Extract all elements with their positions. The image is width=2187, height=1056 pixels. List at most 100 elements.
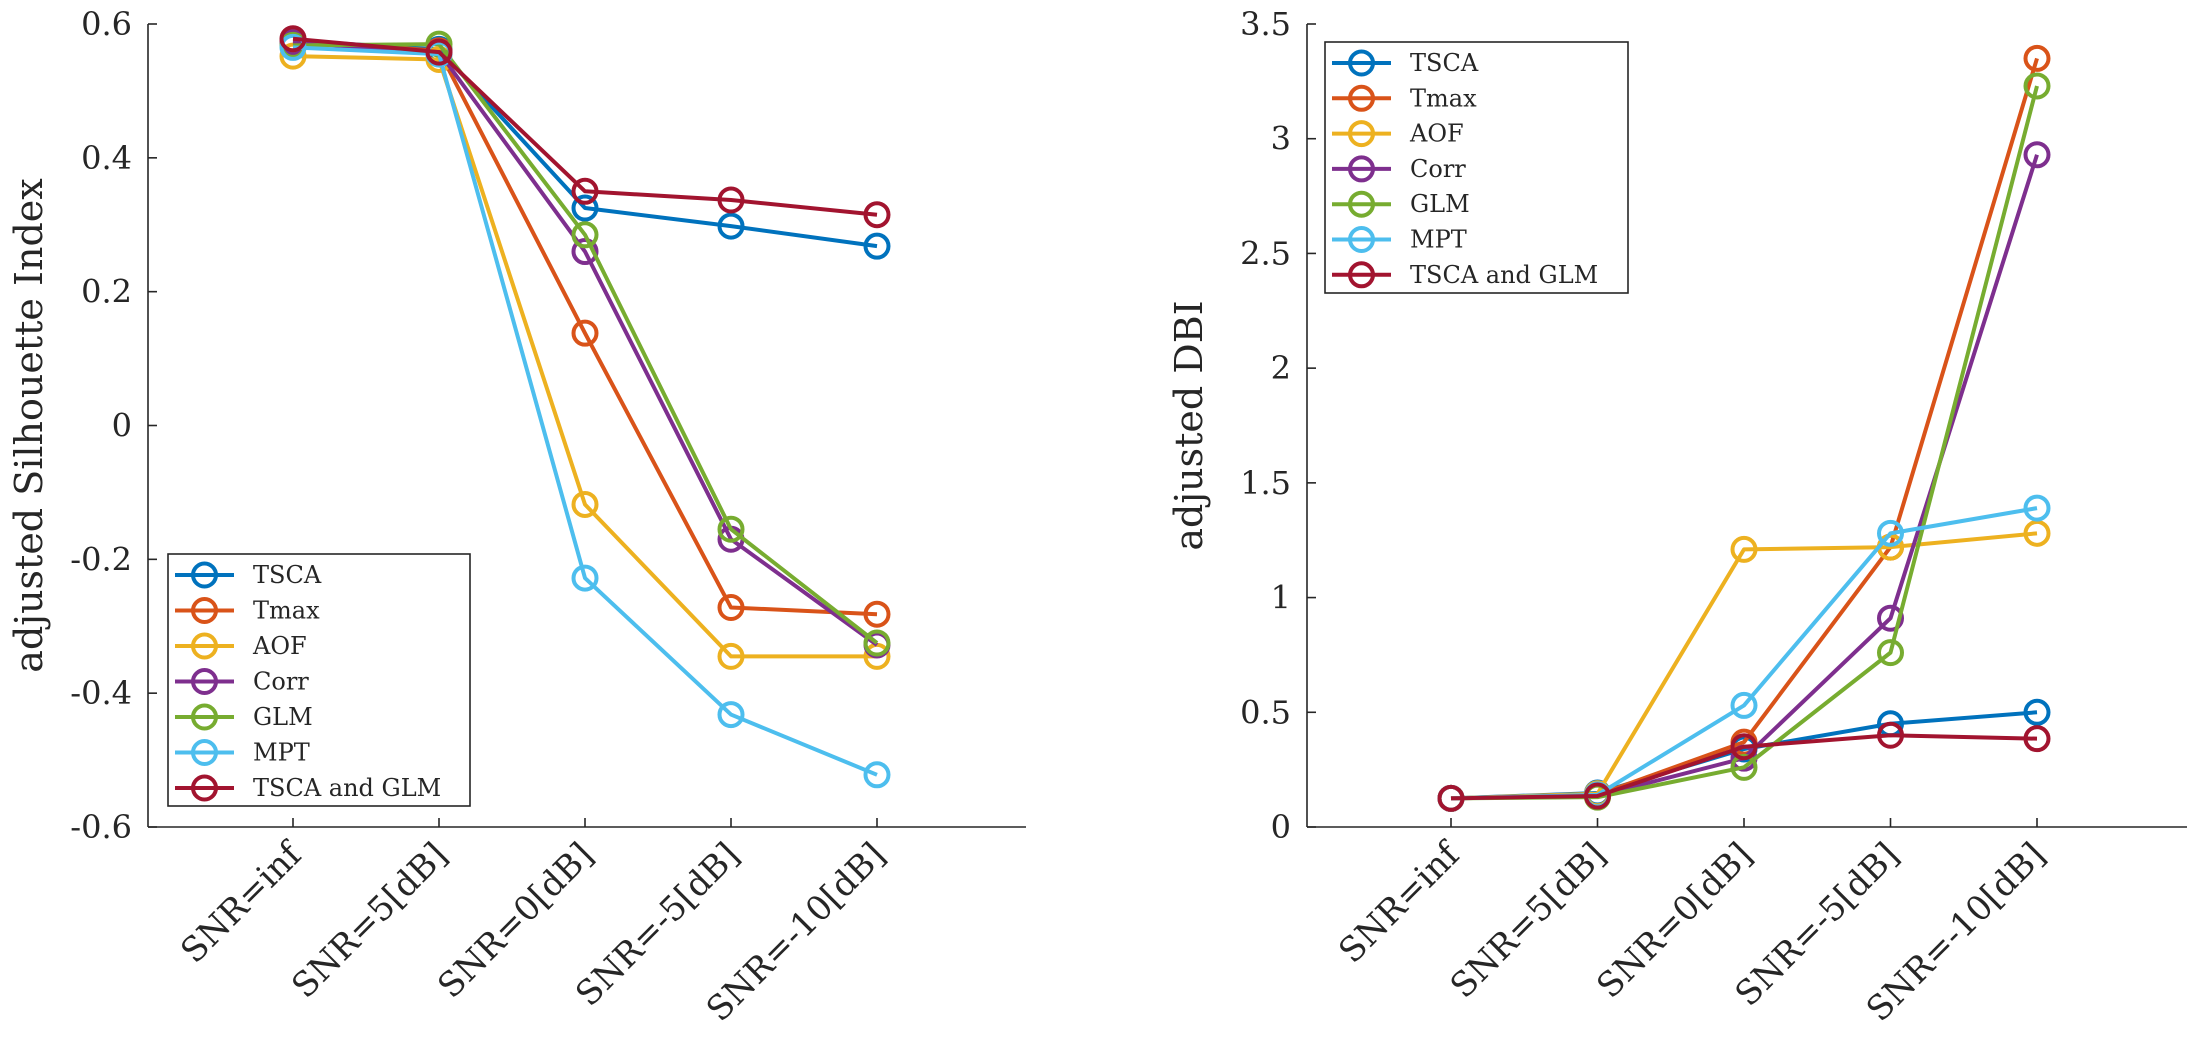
chart2-x-tick-label: SNR=5[dB] bbox=[1443, 835, 1614, 1006]
chart2-legend-marker-tsca-and-glm bbox=[1348, 261, 1375, 289]
chart1-point-mpt bbox=[279, 33, 307, 61]
chart2-y-tick-label: 1.5 bbox=[1240, 464, 1291, 502]
chart2-y-axis-label: adjusted DBI bbox=[1167, 300, 1211, 550]
chart1-point-tsca-and-glm bbox=[279, 25, 307, 53]
chart2-point-tmax bbox=[2023, 44, 2051, 72]
chart2-point-mpt bbox=[1730, 691, 1758, 719]
chart1-y-tick-label: -0.6 bbox=[70, 808, 132, 846]
chart1-legend-label-tsca: TSCA bbox=[253, 561, 322, 589]
chart1-point-tsca bbox=[863, 232, 891, 260]
chart2-legend-marker-corr bbox=[1348, 155, 1375, 183]
chart2-legend-label-tmax: Tmax bbox=[1410, 84, 1477, 112]
chart1-legend-label-tmax: Tmax bbox=[253, 597, 320, 625]
chart2-y-tick-label: 2 bbox=[1271, 349, 1291, 387]
chart1-legend-marker-tmax bbox=[191, 597, 218, 624]
chart2-point-tsca-and-glm bbox=[2023, 725, 2051, 753]
chart1-y-axis-label: adjusted Silhouette Index bbox=[7, 178, 51, 672]
chart2-point-glm bbox=[1877, 639, 1904, 667]
chart2-legend-label-corr: Corr bbox=[1410, 155, 1466, 183]
chart1-legend-label-mpt: MPT bbox=[253, 739, 310, 767]
chart2-legend-marker-tsca bbox=[1348, 49, 1375, 77]
chart1-y-tick-label: 0.6 bbox=[81, 5, 132, 43]
chart1-legend-label-glm: GLM bbox=[253, 703, 313, 731]
chart1-legend-marker-tsca bbox=[191, 561, 218, 589]
chart2-point-tsca-and-glm bbox=[1584, 782, 1611, 810]
chart1-legend-label-tsca-and-glm: TSCA and GLM bbox=[253, 774, 441, 802]
chart2-point-mpt bbox=[1877, 519, 1904, 547]
chart1-y-tick-label: -0.4 bbox=[70, 674, 132, 712]
chart1-legend-label-aof: AOF bbox=[252, 632, 307, 660]
chart1-line-tsca-and-glm bbox=[292, 36, 878, 217]
chart1-point-tmax bbox=[863, 600, 891, 628]
chart2-point-tsca-and-glm bbox=[1437, 784, 1465, 812]
chart1-legend-marker-tsca-and-glm bbox=[191, 774, 218, 802]
chart2-point-glm bbox=[2023, 72, 2051, 100]
chart2-y-tick-label: 0.5 bbox=[1240, 693, 1291, 731]
chart2-series-mpt bbox=[1437, 494, 2051, 812]
chart2-point-tsca-and-glm bbox=[1877, 721, 1904, 749]
chart1-series-tsca-and-glm bbox=[279, 25, 891, 229]
chart1-y-tick-label: -0.2 bbox=[70, 540, 132, 578]
chart2-legend-label-mpt: MPT bbox=[1410, 226, 1467, 254]
chart1-point-tmax bbox=[717, 594, 745, 622]
chart1-x-tick-label: SNR=5[dB] bbox=[284, 835, 455, 1006]
chart1-legend-marker-aof bbox=[191, 632, 218, 660]
chart2-point-tsca-and-glm bbox=[1730, 733, 1758, 761]
chart2-legend-marker-mpt bbox=[1348, 226, 1375, 253]
chart1-point-mpt bbox=[717, 701, 745, 729]
chart1-line-aof bbox=[292, 54, 877, 659]
chart2-legend-label-aof: AOF bbox=[1409, 120, 1464, 148]
chart1-point-glm bbox=[717, 515, 745, 543]
chart2-point-aof bbox=[2023, 519, 2051, 547]
chart1-line-mpt bbox=[292, 45, 878, 777]
chart1-series-tmax bbox=[279, 27, 891, 628]
chart2-x-tick-label: SNR=inf bbox=[1331, 833, 1469, 971]
chart1-y-tick-label: 0.2 bbox=[81, 273, 132, 311]
chart1: -0.6-0.4-0.200.20.40.6SNR=infSNR=5[dB]SN… bbox=[7, 5, 1026, 1030]
chart1-line-glm bbox=[292, 42, 879, 645]
chart2-legend-label-glm: GLM bbox=[1410, 190, 1470, 218]
chart1-legend-marker-mpt bbox=[191, 739, 218, 766]
chart1-y-tick-label: 0 bbox=[112, 407, 132, 445]
chart2-point-mpt bbox=[2023, 494, 2051, 522]
chart1-point-glm bbox=[863, 629, 891, 657]
chart2-legend-label-tsca: TSCA bbox=[1410, 49, 1479, 77]
chart1-point-mpt bbox=[863, 761, 891, 789]
chart2-legend-marker-tmax bbox=[1348, 84, 1375, 112]
chart1-point-tmax bbox=[571, 319, 599, 347]
chart1-y-tick-label: 0.4 bbox=[81, 139, 132, 177]
chart1-point-aof bbox=[571, 490, 599, 518]
chart2-legend: TSCA Tmax AOF Corr GLM MPT TSCA and GLM bbox=[1324, 41, 1629, 294]
chart2-y-tick-label: 3.5 bbox=[1240, 5, 1291, 43]
chart1-point-tsca-and-glm bbox=[863, 201, 891, 229]
chart1-point-glm bbox=[571, 221, 599, 249]
chart2-y-tick-label: 1 bbox=[1271, 579, 1291, 617]
chart2-point-corr bbox=[2023, 141, 2051, 169]
chart2-legend-label-tsca-and-glm: TSCA and GLM bbox=[1410, 261, 1598, 289]
chart1-point-tsca-and-glm bbox=[571, 177, 599, 205]
chart2-y-tick-label: 0 bbox=[1271, 808, 1291, 846]
chart2-point-tsca bbox=[2023, 698, 2051, 726]
chart1-x-tick-label: SNR=inf bbox=[173, 833, 311, 971]
chart1-point-tsca-and-glm bbox=[717, 186, 745, 214]
chart2-y-tick-label: 2.5 bbox=[1240, 234, 1291, 272]
chart2-legend-marker-aof bbox=[1348, 120, 1375, 148]
chart1-point-corr bbox=[571, 238, 599, 266]
chart2-y-tick-label: 3 bbox=[1271, 120, 1291, 158]
chart1-point-mpt bbox=[571, 564, 599, 592]
chart1-point-tsca bbox=[717, 212, 745, 240]
chart1-line-tsca bbox=[292, 38, 878, 249]
chart2-line-tsca-and-glm bbox=[1450, 733, 2038, 801]
chart2-series-tsca-and-glm bbox=[1437, 721, 2051, 812]
chart1-legend-label-corr: Corr bbox=[253, 668, 309, 696]
chart2: 00.511.522.533.5SNR=infSNR=5[dB]SNR=0[dB… bbox=[1167, 5, 2187, 1030]
chart1-line-tmax bbox=[292, 38, 878, 617]
chart2-legend-marker-glm bbox=[1348, 190, 1375, 218]
chart1-point-tsca bbox=[571, 194, 599, 222]
chart1-legend-marker-glm bbox=[191, 703, 218, 731]
chart1-point-tsca-and-glm bbox=[425, 38, 453, 66]
chart1-point-aof bbox=[717, 642, 745, 670]
chart2-point-glm bbox=[1730, 753, 1758, 781]
chart1-legend-marker-corr bbox=[191, 668, 218, 695]
